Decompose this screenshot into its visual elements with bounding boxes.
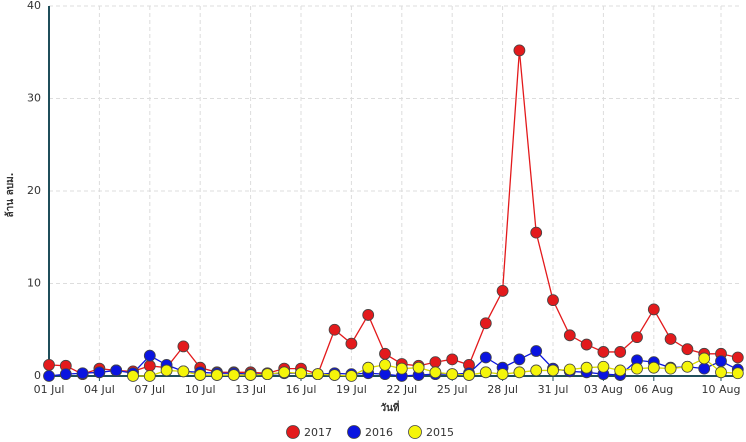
data-point: [479, 317, 492, 330]
data-point: [496, 368, 509, 381]
data-point: [59, 368, 72, 381]
data-point: [261, 368, 274, 381]
data-point: [177, 340, 190, 353]
data-point: [597, 346, 610, 358]
x-tick-label: 31 Jul: [538, 383, 569, 396]
data-point: [244, 369, 257, 381]
data-point: [412, 361, 425, 374]
x-tick-label: 16 Jul: [286, 383, 317, 396]
x-tick-label: 07 Jul: [134, 383, 165, 396]
data-point: [177, 365, 190, 378]
x-tick-label: 28 Jul: [487, 383, 518, 396]
data-point: [43, 358, 55, 371]
data-point: [698, 352, 711, 365]
data-point: [479, 351, 492, 364]
data-point: [681, 360, 694, 373]
data-point: [547, 364, 559, 377]
legend-label: 2015: [426, 426, 454, 439]
x-tick-label: 01 Jul: [34, 383, 65, 396]
x-tick-label: 25 Jul: [437, 383, 468, 396]
data-point: [698, 362, 711, 375]
data-point: [530, 226, 543, 239]
data-point: [278, 366, 291, 379]
x-tick-label: 10 Aug: [702, 383, 741, 396]
data-point: [547, 294, 559, 307]
x-tick-label: 03 Aug: [584, 383, 623, 396]
legend-marker: [408, 425, 422, 439]
data-point: [681, 343, 694, 356]
data-point: [731, 351, 744, 364]
data-point: [496, 284, 509, 297]
data-point: [211, 369, 223, 381]
data-point: [328, 369, 341, 381]
data-point: [362, 361, 375, 374]
data-point: [446, 353, 459, 366]
data-point: [715, 355, 727, 368]
data-point: [143, 349, 156, 362]
data-point: [647, 361, 660, 374]
data-point: [664, 333, 677, 345]
x-tick-label: 04 Jul: [84, 383, 115, 396]
data-point: [614, 364, 627, 377]
data-point: [563, 363, 576, 376]
data-point: [227, 369, 240, 381]
data-point: [76, 367, 89, 380]
data-point: [631, 331, 643, 344]
data-point: [110, 364, 123, 377]
data-point: [328, 323, 341, 336]
data-point: [345, 370, 358, 382]
data-point: [563, 329, 576, 342]
legend-marker: [286, 425, 300, 439]
data-point: [580, 338, 593, 351]
y-axis-label: ล้าน ลบม.: [4, 173, 16, 218]
data-point: [446, 368, 459, 381]
data-point: [513, 44, 526, 57]
data-point: [143, 359, 156, 372]
x-tick-label: 22 Jul: [386, 383, 417, 396]
data-point: [43, 370, 55, 382]
x-tick-label: 19 Jul: [336, 383, 367, 396]
data-point: [379, 358, 391, 371]
data-point: [311, 368, 324, 381]
legend-marker: [347, 425, 361, 439]
y-tick-label: 20: [27, 184, 41, 197]
data-point: [513, 353, 526, 366]
data-point: [513, 366, 526, 379]
data-point: [379, 347, 391, 360]
data-point: [631, 362, 643, 375]
data-point: [127, 370, 139, 382]
data-point: [194, 369, 207, 381]
data-point: [429, 366, 442, 379]
data-point: [160, 364, 173, 377]
legend-label: 2016: [365, 426, 393, 439]
data-point: [597, 360, 610, 373]
data-point: [143, 370, 156, 382]
data-point: [345, 337, 358, 350]
data-point: [715, 366, 727, 379]
data-point: [479, 366, 492, 379]
y-tick-label: 0: [34, 369, 41, 382]
x-tick-label: 13 Jul: [235, 383, 266, 396]
data-point: [647, 303, 660, 316]
data-point: [530, 364, 543, 377]
y-tick-label: 40: [27, 0, 41, 12]
x-tick-label: 10 Jul: [185, 383, 216, 396]
data-point: [580, 361, 593, 374]
data-point: [614, 346, 627, 358]
y-tick-label: 30: [27, 92, 41, 105]
x-tick-label: 06 Aug: [634, 383, 673, 396]
x-axis-label: วันที่: [380, 400, 399, 414]
data-point: [731, 367, 744, 380]
data-point: [664, 362, 677, 375]
y-tick-label: 10: [27, 277, 41, 290]
data-point: [463, 369, 475, 381]
data-point: [395, 362, 408, 375]
data-point: [429, 356, 442, 369]
data-point: [530, 345, 543, 357]
legend-label: 2017: [304, 426, 332, 439]
data-point: [93, 366, 106, 379]
data-point: [295, 367, 307, 380]
data-point: [362, 309, 375, 321]
